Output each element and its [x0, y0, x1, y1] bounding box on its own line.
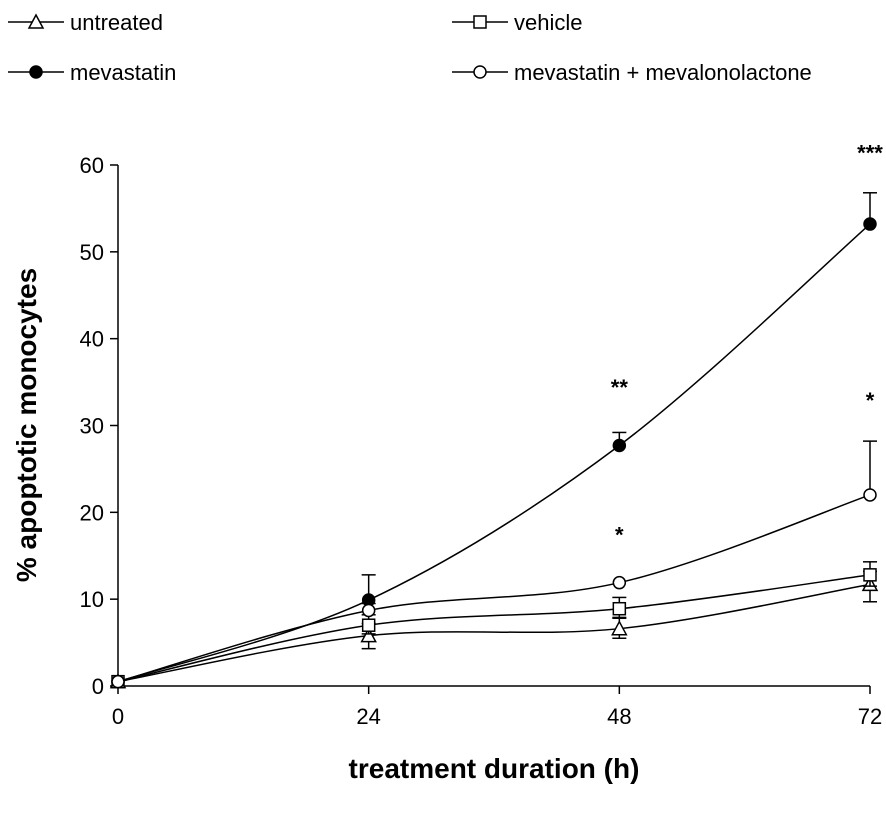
data-point [361, 603, 376, 618]
x-axis-title: treatment duration (h) [349, 753, 640, 784]
legend-item-vehicle: vehicle [452, 10, 582, 35]
data-point [863, 217, 877, 231]
data-point [361, 618, 376, 632]
significance-annotations: ******* [611, 141, 884, 548]
legend-label: vehicle [514, 10, 582, 35]
data-point [863, 568, 877, 582]
y-axis-ticks: 0 10 20 30 40 50 60 [80, 153, 118, 699]
y-tick-label: 10 [80, 587, 104, 612]
legend-marker [29, 65, 43, 79]
legend-marker [27, 13, 45, 29]
y-tick-label: 20 [80, 500, 104, 525]
x-axis-ticks: 0 24 48 72 [112, 686, 882, 729]
series-line [117, 574, 871, 683]
data-point [612, 438, 627, 453]
data-point [612, 575, 627, 590]
x-tick-label: 72 [858, 704, 882, 729]
legend-label: mevastatin + mevalonolactone [514, 60, 812, 85]
y-tick-label: 60 [80, 153, 104, 178]
legend-marker [473, 65, 487, 79]
series-mevastatin [111, 192, 877, 689]
legend-item-mevastatin: mevastatin [8, 60, 176, 85]
data-point [612, 601, 627, 616]
legend-label: untreated [70, 10, 163, 35]
data-point [863, 488, 877, 502]
legend-label: mevastatin [70, 60, 176, 85]
series-mevastatin-mevalonolactone [111, 440, 877, 689]
legend-item-mevastatin-mevalonolactone: mevastatin + mevalonolactone [452, 60, 812, 85]
significance-marker: * [866, 388, 875, 413]
y-tick-label: 50 [80, 240, 104, 265]
series-vehicle [111, 561, 877, 689]
legend-item-untreated: untreated [8, 10, 163, 35]
legend-marker [473, 15, 487, 29]
significance-marker: ** [611, 375, 629, 400]
series-line [117, 494, 871, 683]
x-tick-label: 24 [356, 704, 380, 729]
significance-marker: *** [857, 141, 883, 166]
x-tick-label: 48 [607, 704, 631, 729]
x-tick-label: 0 [112, 704, 124, 729]
legend: untreated vehicle mevastatin mevastatin + m… [8, 10, 812, 85]
y-tick-label: 40 [80, 327, 104, 352]
y-axis-title: % apoptotic monocytes [11, 268, 42, 582]
data-point [611, 620, 628, 636]
series-layer [109, 192, 879, 689]
series-line [117, 583, 871, 683]
series-untreated [109, 570, 879, 689]
significance-marker: * [615, 523, 624, 548]
data-point [360, 627, 377, 643]
y-tick-label: 0 [92, 674, 104, 699]
data-point [111, 674, 125, 689]
series-line [117, 223, 871, 683]
y-tick-label: 30 [80, 414, 104, 439]
